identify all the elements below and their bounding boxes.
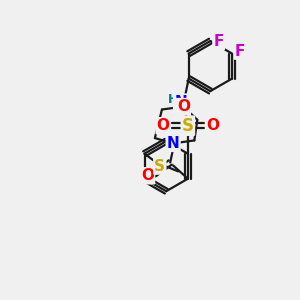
Text: N: N [174, 95, 187, 110]
Text: H: H [168, 93, 178, 106]
Text: F: F [213, 34, 224, 49]
Text: S: S [182, 117, 194, 135]
Text: F: F [235, 44, 245, 59]
Text: O: O [177, 99, 190, 114]
Text: O: O [157, 118, 169, 133]
Text: O: O [206, 118, 219, 133]
Text: O: O [141, 168, 154, 183]
Text: S: S [154, 158, 165, 173]
Text: N: N [167, 136, 179, 151]
